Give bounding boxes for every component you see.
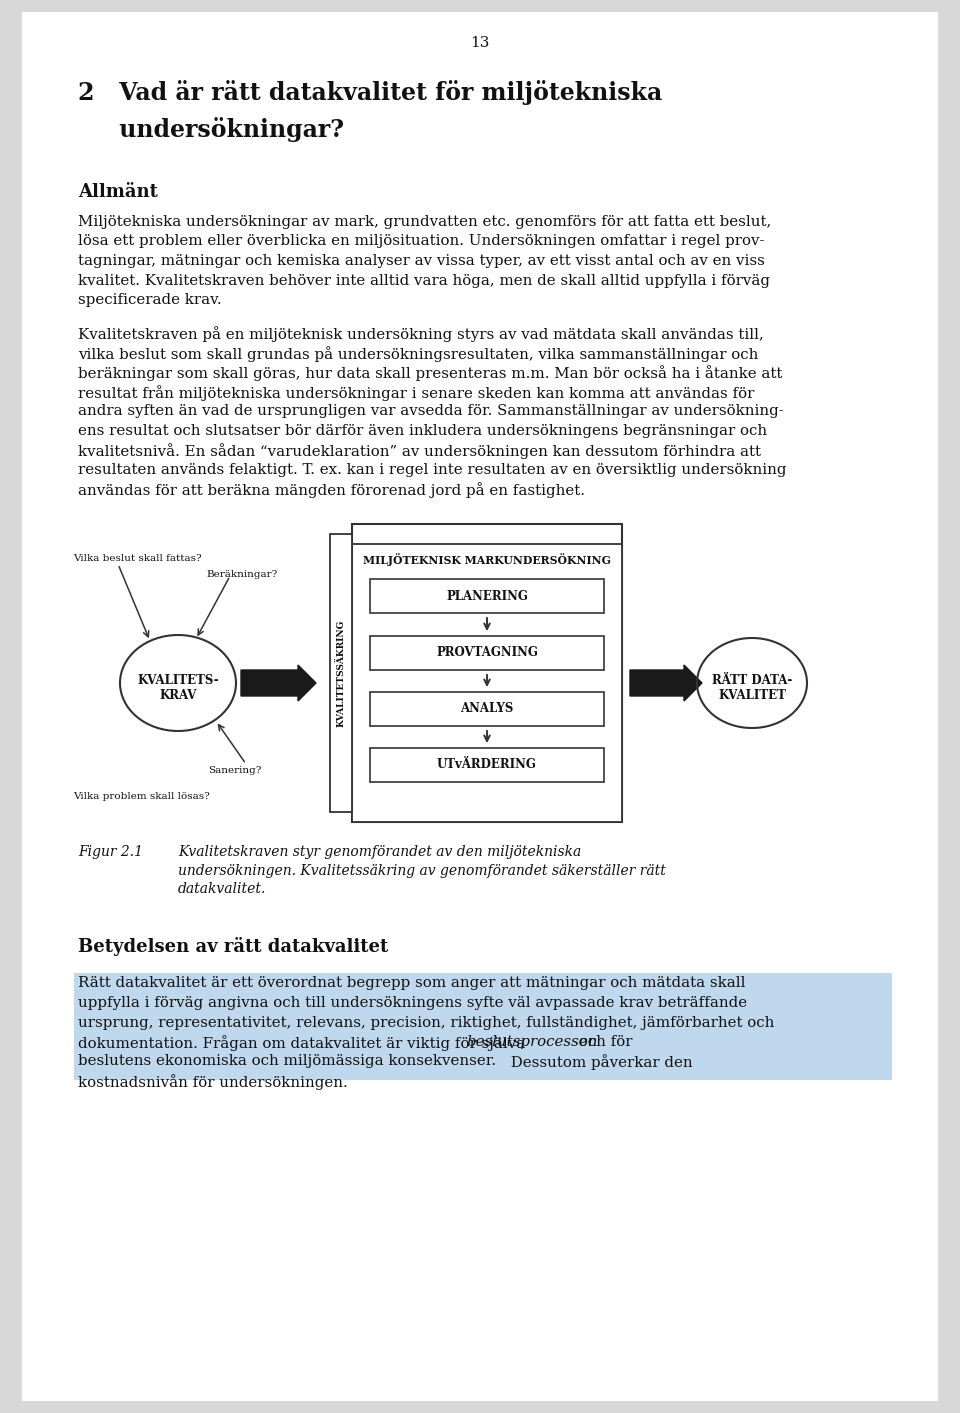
Text: Miljötekniska undersökningar av mark, grundvatten etc. genomförs för att fatta e: Miljötekniska undersökningar av mark, gr… [78, 215, 771, 229]
Text: UTvÄRDERING: UTvÄRDERING [437, 759, 537, 771]
Text: RÄTT DATA-: RÄTT DATA- [712, 674, 792, 687]
Bar [370, 692, 604, 726]
Bar [370, 747, 604, 781]
Text: ens resultat och slutsatser bör därför även inkludera undersökningens begränsnin: ens resultat och slutsatser bör därför ä… [78, 424, 767, 438]
Text: beslutens ekonomiska och miljömässiga konsekvenser.: beslutens ekonomiska och miljömässiga ko… [78, 1054, 496, 1068]
Text: Kvalitetskraven på en miljöteknisk undersökning styrs av vad mätdata skall använ: Kvalitetskraven på en miljöteknisk under… [78, 326, 764, 342]
Text: kostnadsnivån för undersökningen.: kostnadsnivån för undersökningen. [78, 1074, 348, 1089]
Text: KVALITETS-: KVALITETS- [137, 674, 219, 687]
Text: användas för att beräkna mängden förorenad jord på en fastighet.: användas för att beräkna mängden föroren… [78, 482, 585, 499]
Bar [352, 524, 622, 822]
Text: dokumentation. Frågan om datakvalitet är viktig för själva: dokumentation. Frågan om datakvalitet är… [78, 1034, 530, 1051]
Text: 2   Vad är rätt datakvalitet för miljötekniska: 2 Vad är rätt datakvalitet för miljötekn… [78, 81, 662, 105]
Text: ANALYS: ANALYS [460, 702, 514, 715]
Text: PLANERING: PLANERING [446, 589, 528, 602]
Text: Sanering?: Sanering? [208, 766, 261, 774]
Text: resultat från miljötekniska undersökningar i senare skeden kan komma att använda: resultat från miljötekniska undersökning… [78, 384, 755, 401]
Bar [330, 534, 352, 812]
Text: KRAV: KRAV [159, 690, 197, 702]
Text: Vilka beslut skall fattas?: Vilka beslut skall fattas? [73, 554, 202, 562]
Text: KVALITETSSÄKRING: KVALITETSSÄKRING [336, 619, 346, 726]
Text: KVALITET: KVALITET [718, 690, 786, 702]
Text: kvalitetsnivå. En sådan “varudeklaration” av undersökningen kan dessutom förhind: kvalitetsnivå. En sådan “varudeklaration… [78, 444, 761, 459]
Text: uppfylla i förväg angivna och till undersökningens syfte väl avpassade krav betr: uppfylla i förväg angivna och till under… [78, 996, 747, 1010]
Text: Betydelsen av rätt datakvalitet: Betydelsen av rätt datakvalitet [78, 937, 388, 955]
Text: Dessutom påverkar den: Dessutom påverkar den [506, 1054, 692, 1071]
Text: PROVTAGNING: PROVTAGNING [436, 647, 538, 660]
FancyArrow shape [630, 666, 702, 701]
Text: lösa ett problem eller överblicka en miljösituation. Undersökningen omfattar i r: lösa ett problem eller överblicka en mil… [78, 235, 764, 249]
Text: och för: och för [574, 1034, 633, 1048]
Text: undersökningar?: undersökningar? [78, 117, 344, 141]
Text: kvalitet. Kvalitetskraven behöver inte alltid vara höga, men de skall alltid upp: kvalitet. Kvalitetskraven behöver inte a… [78, 274, 770, 287]
Text: specificerade krav.: specificerade krav. [78, 292, 222, 307]
Text: MILJÖTEKNISK MARKUNDERSÖKNING: MILJÖTEKNISK MARKUNDERSÖKNING [363, 554, 611, 567]
Bar [370, 579, 604, 613]
Text: Rätt datakvalitet är ett överordnat begrepp som anger att mätningar och mätdata : Rätt datakvalitet är ett överordnat begr… [78, 976, 746, 991]
Text: vilka beslut som skall grundas på undersökningsresultaten, vilka sammanställning: vilka beslut som skall grundas på unders… [78, 346, 758, 362]
Text: tagningar, mätningar och kemiska analyser av vissa typer, av ett visst antal och: tagningar, mätningar och kemiska analyse… [78, 254, 765, 268]
Text: ursprung, representativitet, relevans, precision, riktighet, fullständighet, jäm: ursprung, representativitet, relevans, p… [78, 1016, 775, 1030]
Text: Figur 2.1: Figur 2.1 [78, 845, 143, 859]
Bar [370, 636, 604, 670]
Text: Kvalitetskraven styr genomförandet av den miljötekniska: Kvalitetskraven styr genomförandet av de… [178, 845, 581, 859]
Text: beräkningar som skall göras, hur data skall presenteras m.m. Man bör också ha i : beräkningar som skall göras, hur data sk… [78, 366, 782, 382]
Text: Beräkningar?: Beräkningar? [206, 569, 277, 579]
Text: undersökningen. Kvalitetssäkring av genomförandet säkerställer rätt: undersökningen. Kvalitetssäkring av geno… [178, 863, 666, 877]
Bar [74, 972, 892, 1080]
FancyArrow shape [241, 666, 316, 701]
Bar [352, 544, 622, 822]
Text: 13: 13 [470, 35, 490, 49]
Text: Allmänt: Allmänt [78, 184, 157, 201]
Text: beslutsprocessen: beslutsprocessen [466, 1034, 597, 1048]
Text: Vilka problem skall lösas?: Vilka problem skall lösas? [73, 793, 209, 801]
Text: andra syften än vad de ursprungligen var avsedda för. Sammanställningar av under: andra syften än vad de ursprungligen var… [78, 404, 783, 418]
Text: datakvalitet.: datakvalitet. [178, 882, 266, 896]
Text: resultaten används felaktigt. T. ex. kan i regel inte resultaten av en översiktl: resultaten används felaktigt. T. ex. kan… [78, 463, 786, 478]
